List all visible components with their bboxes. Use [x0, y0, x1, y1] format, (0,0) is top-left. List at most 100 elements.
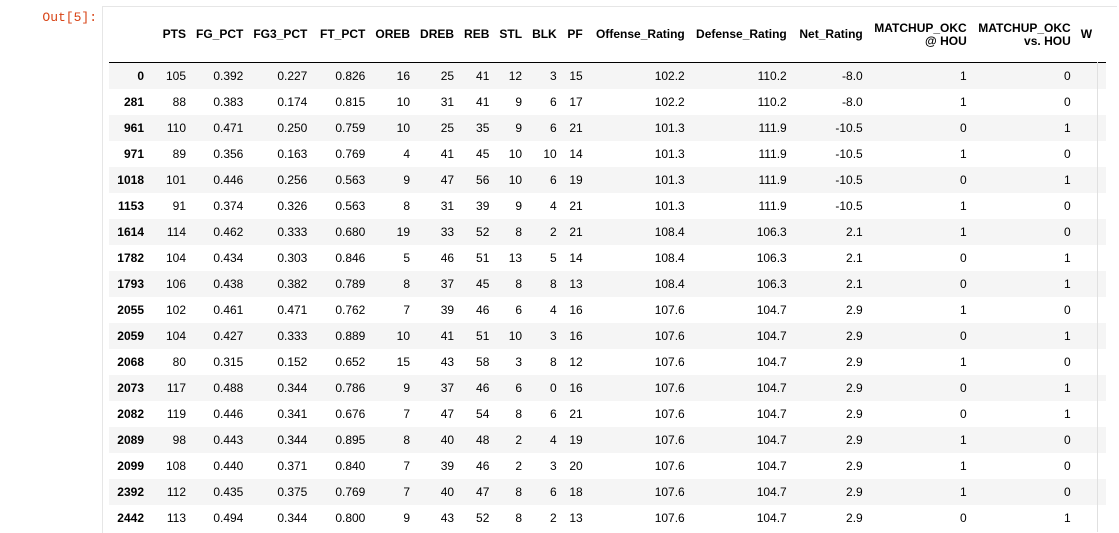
table-cell: 0.344 [277, 433, 308, 447]
table-cell: 0.344 [277, 511, 308, 525]
row-index: 2099 [117, 459, 144, 473]
table-cell: 7 [403, 303, 411, 317]
row-index: 281 [123, 95, 144, 109]
table-cell: 101.3 [654, 199, 685, 213]
table-cell: 0.846 [335, 251, 366, 265]
table-cell: 48 [476, 433, 490, 447]
table-cell: 104.7 [756, 485, 787, 499]
table-cell: 46 [476, 303, 490, 317]
table-cell: 1 [1064, 277, 1071, 291]
table-cell: 113 [166, 511, 186, 525]
table-cell: 117 [166, 381, 186, 395]
table-cell: 0.446 [213, 173, 244, 187]
table-cell [1076, 323, 1106, 349]
table-cell: 8 [515, 485, 523, 499]
table-cell: 107.6 [654, 433, 685, 447]
table-cell: 46 [476, 459, 490, 473]
table-cell: 10 [543, 147, 557, 161]
row-index: 1782 [117, 251, 144, 265]
table-cell: 111.9 [758, 199, 787, 213]
table-cell: 104.7 [756, 381, 787, 395]
table-cell [1076, 89, 1106, 115]
table-cell: 0.438 [213, 277, 244, 291]
table-cell [1076, 167, 1106, 193]
table-cell [1076, 375, 1106, 401]
table-cell: 114 [166, 225, 186, 239]
index-header [109, 7, 149, 63]
table-cell: 0.563 [335, 173, 366, 187]
table-cell: 10 [396, 329, 411, 343]
column-header: FG_PCT [191, 7, 249, 63]
output-area: PTS FG_PCT FG3_PCT FT_PCT OREB DREB REB STL BLK P… [102, 6, 1117, 533]
table-cell: 2.9 [846, 355, 863, 369]
table-cell: 1 [960, 459, 967, 473]
table-cell: 3 [550, 69, 557, 83]
table-cell: 107.6 [654, 511, 685, 525]
table-cell: 21 [569, 199, 583, 213]
table-cell: 37 [440, 381, 455, 395]
row-index: 0 [137, 69, 144, 83]
table-cell: 104 [165, 251, 186, 265]
table-row: 1153 91 0.374 0.326 0.563 8 31 39 9 4 21 101.3 111.9… [109, 193, 1106, 219]
table-cell: 0.333 [277, 329, 308, 343]
table-cell: 15 [396, 355, 411, 369]
table-cell: 19 [569, 433, 583, 447]
table-row: 1793 106 0.438 0.382 0.789 8 37 45 8 8 13 108.4 106.… [109, 271, 1106, 297]
table-cell: 1 [960, 355, 967, 369]
table-cell: 88 [172, 95, 186, 109]
table-cell: 0.676 [335, 407, 366, 421]
table-cell: 51 [476, 329, 490, 343]
table-cell: 106.3 [756, 277, 787, 291]
table-cell: 0.471 [213, 121, 244, 135]
table-cell: 0.333 [277, 225, 308, 239]
row-index: 971 [123, 147, 144, 161]
table-cell: 105 [165, 69, 186, 83]
table-cell [1076, 427, 1106, 453]
column-header: REB [459, 7, 495, 63]
table-cell: 2.9 [846, 459, 863, 473]
table-cell: 8 [515, 277, 523, 291]
table-cell: -10.5 [835, 199, 863, 213]
table-cell: 0.427 [213, 329, 244, 343]
table-cell: 10 [508, 329, 523, 343]
row-index: 1018 [117, 173, 144, 187]
table-body: 0 105 0.392 0.227 0.826 16 25 41 12 3 15 102.2 110.2… [109, 62, 1106, 531]
row-index: 2082 [117, 407, 144, 421]
table-cell: 13 [569, 277, 583, 291]
table-cell: 6 [550, 95, 557, 109]
table-cell: 112 [166, 485, 186, 499]
table-cell: 0.769 [335, 485, 366, 499]
table-row: 2073 117 0.488 0.344 0.786 9 37 46 6 0 16 107.6 104.… [109, 375, 1106, 401]
table-cell: 41 [476, 69, 490, 83]
row-index: 1793 [117, 277, 144, 291]
table-cell: 0.326 [277, 199, 308, 213]
table-cell: 0.769 [335, 147, 366, 161]
table-cell: 16 [569, 329, 583, 343]
table-cell: 1 [960, 303, 967, 317]
table-cell: 2.9 [846, 511, 863, 525]
table-cell: 2.9 [846, 381, 863, 395]
table-cell: 0 [1064, 433, 1071, 447]
table-cell: 0 [960, 173, 967, 187]
table-cell: 43 [440, 511, 455, 525]
column-header: FG3_PCT [248, 7, 313, 63]
column-header: W [1075, 7, 1106, 63]
table-cell: 107.6 [654, 459, 685, 473]
table-cell [1076, 63, 1106, 90]
table-cell: 101 [165, 173, 186, 187]
table-cell: 6 [550, 485, 557, 499]
table-cell: 41 [440, 147, 455, 161]
table-cell: 7 [403, 407, 411, 421]
row-index: 2073 [117, 381, 144, 395]
table-cell: 0.256 [277, 173, 308, 187]
table-cell: 0.826 [335, 69, 366, 83]
table-cell: 9 [515, 121, 523, 135]
table-cell: 21 [569, 121, 583, 135]
table-cell: 0.889 [335, 329, 366, 343]
row-index: 2089 [117, 433, 144, 447]
table-cell: 104.7 [756, 355, 787, 369]
table-cell: 5 [550, 251, 557, 265]
table-cell [1076, 245, 1106, 271]
table-cell: 8 [550, 355, 557, 369]
table-cell: 0 [1064, 459, 1071, 473]
